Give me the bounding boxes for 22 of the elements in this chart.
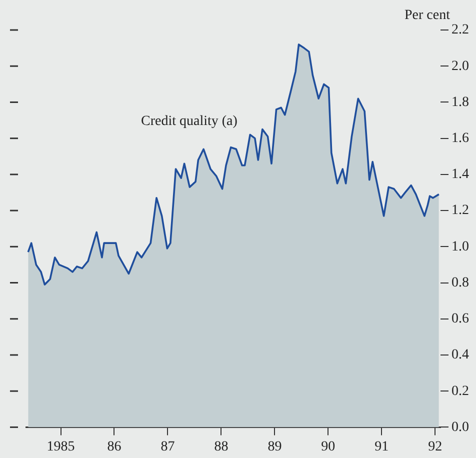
annotation: Credit quality (a) (141, 114, 238, 129)
x-tick-label: 90 (321, 439, 336, 454)
y-tick-label: 0.8 (452, 275, 469, 290)
y-tick-label: 1.2 (452, 203, 469, 218)
y-tick-label: 1.8 (452, 94, 469, 110)
y-tick-label: 0.6 (452, 312, 469, 327)
y-axis-title: Per cent (404, 8, 450, 24)
x-tick-label: 89 (268, 439, 282, 454)
x-tick-label: 92 (428, 439, 442, 454)
y-tick-label: 0.2 (452, 384, 469, 399)
y-tick-label: 1.6 (452, 131, 469, 146)
y-tick-label: 0.0 (452, 420, 469, 435)
x-tick-label: 1985 (46, 439, 75, 454)
x-tick-label: 86 (107, 439, 122, 454)
y-tick-label: 1.0 (452, 239, 469, 254)
x-tick-label: 88 (214, 439, 228, 454)
y-tick-label: 2.0 (452, 58, 469, 74)
y-tick-label: 2.2 (452, 22, 469, 38)
y-tick-label: 0.4 (452, 348, 469, 363)
x-tick-label: 87 (160, 439, 175, 454)
y-tick-label: 1.4 (452, 167, 469, 182)
x-tick-label: 91 (374, 439, 389, 454)
